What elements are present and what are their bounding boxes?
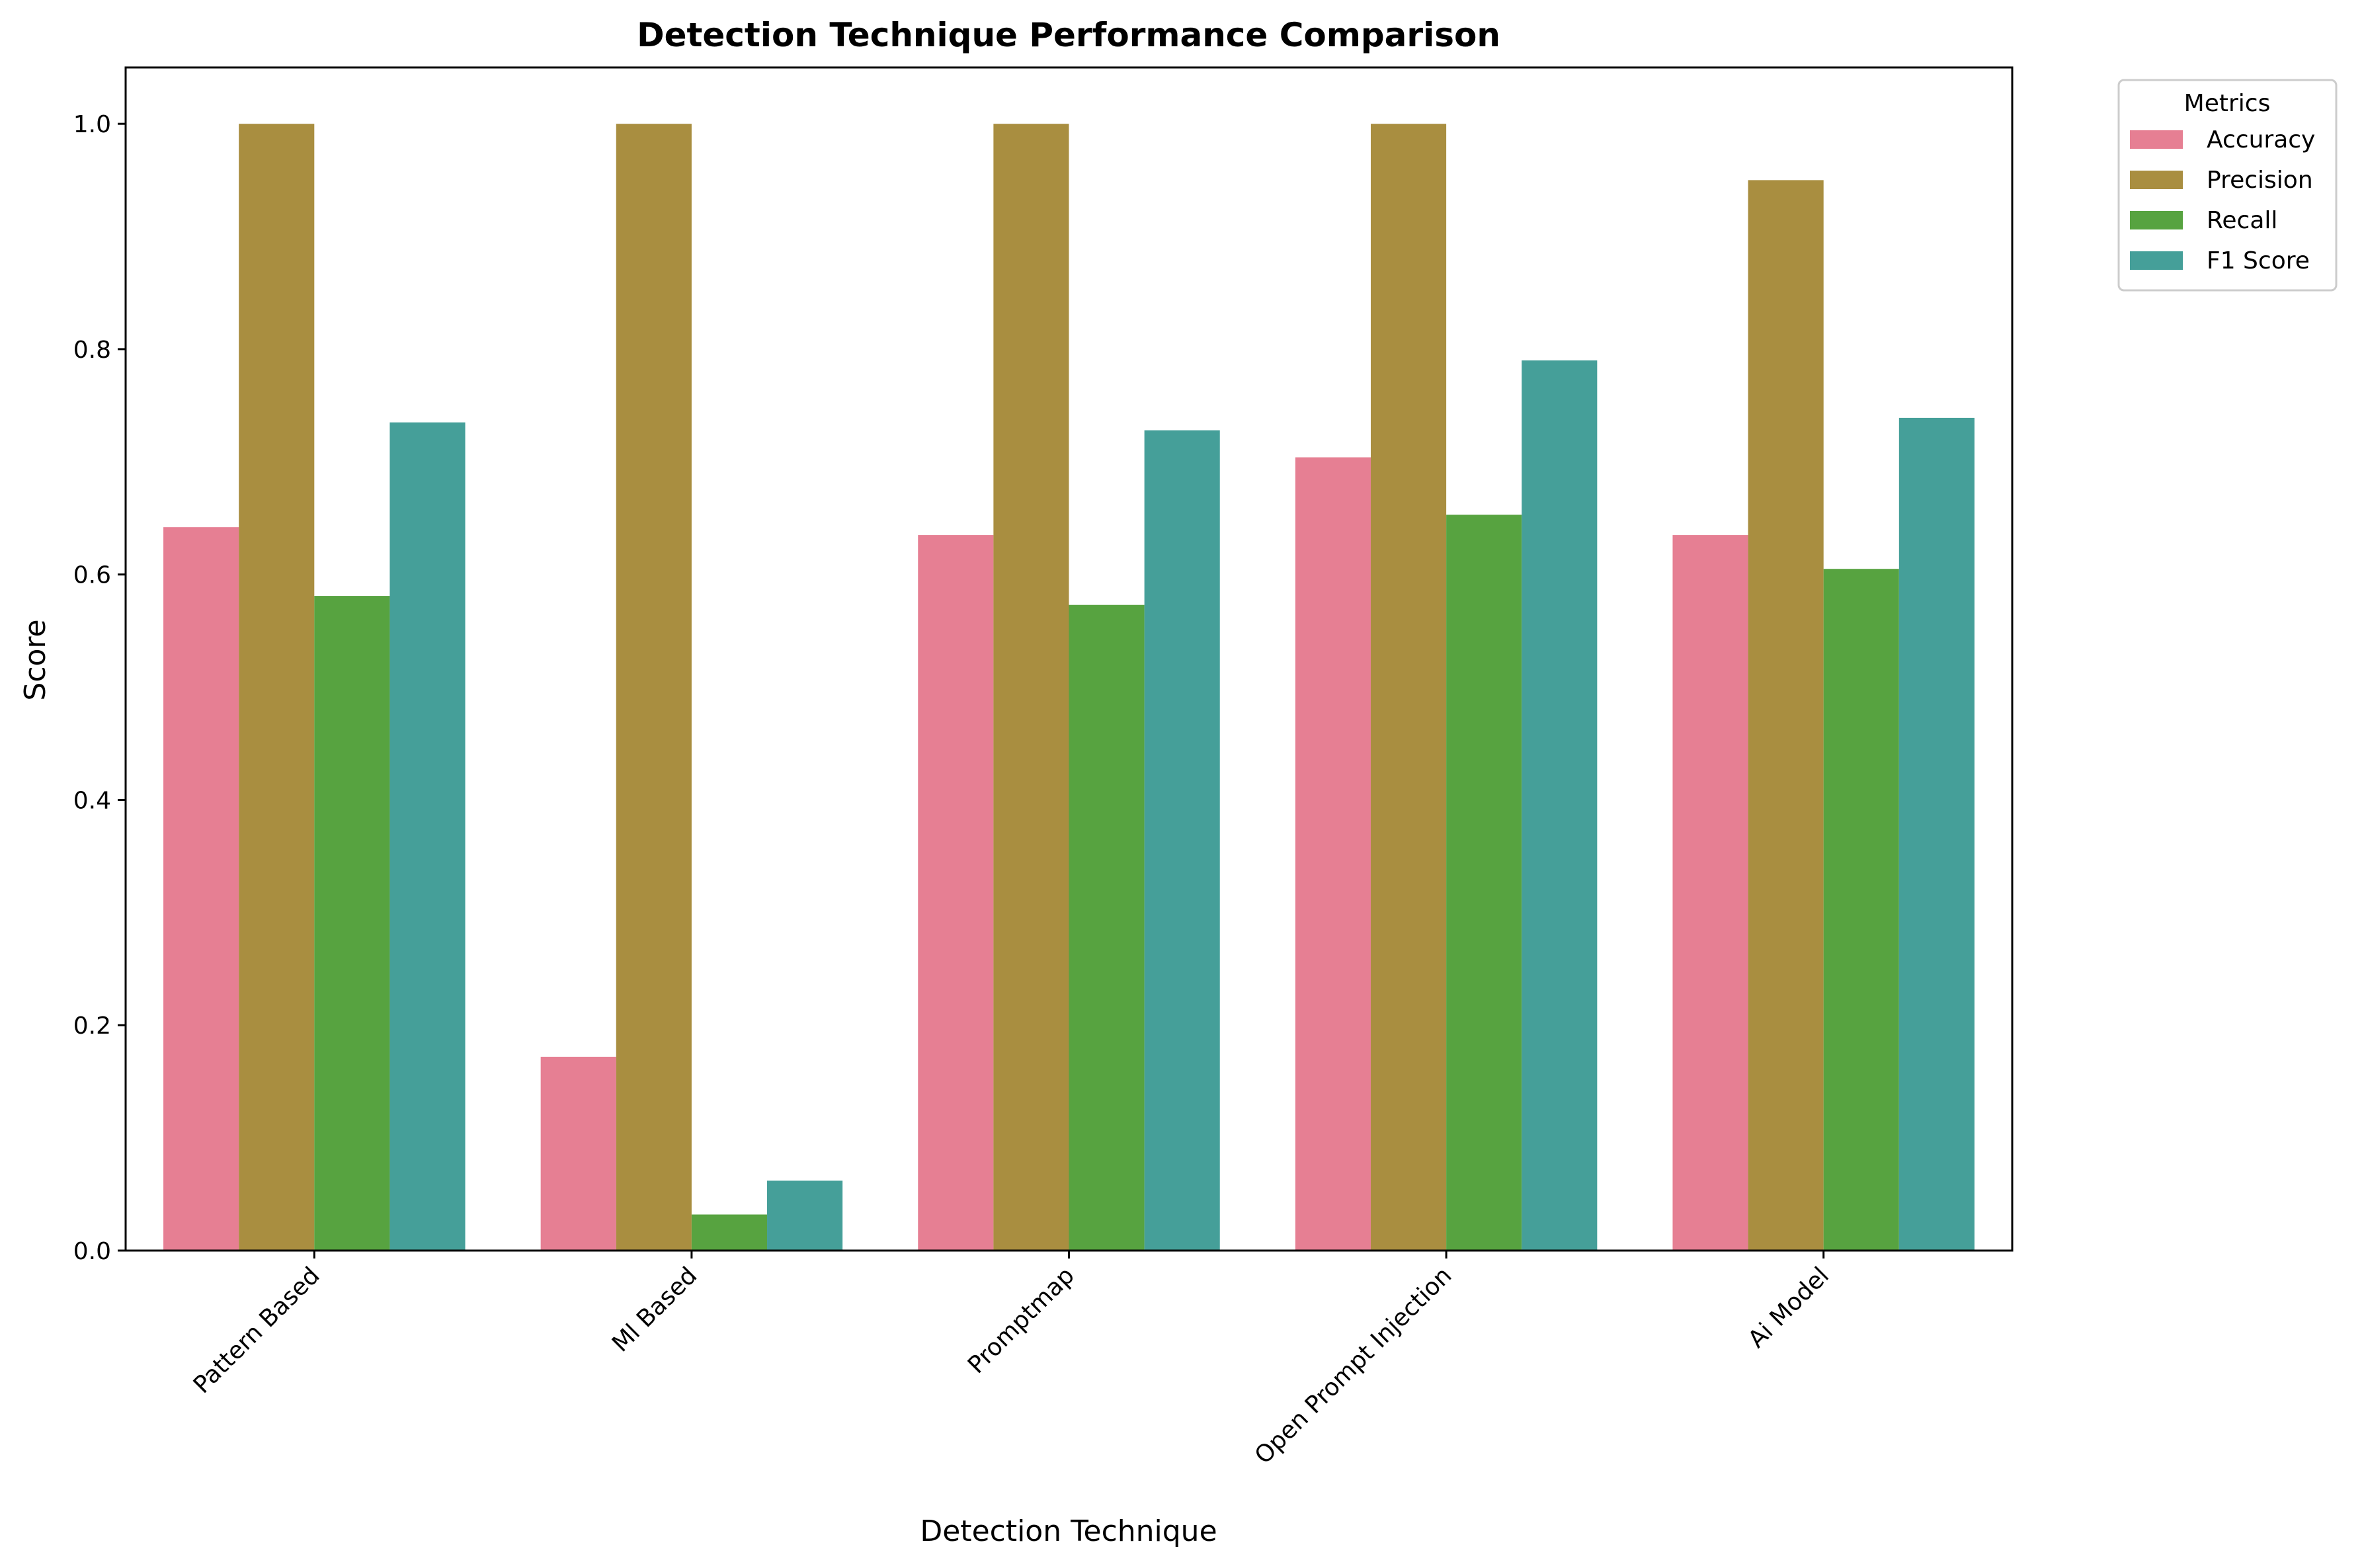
bar-f1-score (1144, 430, 1220, 1251)
bar-recall (1446, 515, 1522, 1251)
legend-title: Metrics (2184, 90, 2271, 117)
bar-accuracy (1295, 457, 1371, 1251)
bar-f1-score (1898, 417, 1975, 1251)
y-axis-label: Score (19, 619, 52, 700)
legend-label: Accuracy (2207, 126, 2315, 153)
legend-label: Recall (2207, 207, 2277, 234)
legend-label: F1 Score (2207, 247, 2310, 274)
y-tick-label: 1.0 (73, 111, 111, 138)
bar-f1-score (767, 1180, 843, 1251)
bar-recall (1823, 569, 1899, 1251)
legend: Metrics Accuracy Precision Recall F1 Score (2117, 79, 2338, 292)
y-tick-label: 0.8 (73, 337, 111, 364)
bar-f1-score (1522, 360, 1598, 1251)
x-axis: Pattern Based Ml Based Promptmap Open Promp… (188, 1251, 1834, 1469)
bar-accuracy (163, 527, 239, 1251)
bar-accuracy (1672, 535, 1748, 1251)
bar-recall (314, 596, 390, 1251)
bar-precision (993, 124, 1069, 1251)
x-tick-label: Pattern Based (188, 1262, 325, 1399)
y-tick-label: 0.2 (73, 1012, 111, 1040)
bar-precision (616, 124, 692, 1251)
bars-layer (163, 124, 1975, 1251)
bar-precision (1748, 180, 1824, 1251)
chart-title: Detection Technique Performance Comparis… (637, 16, 1500, 54)
bar-f1-score (389, 422, 466, 1251)
legend-swatch-precision (2130, 171, 2183, 189)
legend-swatch-f1-score (2130, 251, 2183, 270)
bar-precision (1370, 124, 1447, 1251)
legend-swatch-recall (2130, 211, 2183, 229)
legend-label: Precision (2207, 167, 2313, 194)
x-axis-label: Detection Technique (920, 1514, 1217, 1548)
legend-swatch-accuracy (2130, 130, 2183, 149)
bar-recall (1069, 604, 1145, 1251)
bar-recall (691, 1214, 768, 1251)
x-tick-label: Ml Based (607, 1262, 702, 1357)
y-axis: 0.0 0.2 0.4 0.6 0.8 1.0 (73, 111, 126, 1265)
legend-items: Accuracy Precision Recall F1 Score (2130, 126, 2315, 274)
x-tick-label: Ai Model (1743, 1262, 1834, 1353)
y-tick-label: 0.4 (73, 787, 111, 814)
bar-accuracy (540, 1056, 616, 1251)
x-tick-label: Promptmap (963, 1262, 1080, 1379)
y-tick-label: 0.6 (73, 562, 111, 589)
x-tick-label: Open Prompt Injection (1250, 1262, 1457, 1469)
bar-precision (239, 124, 315, 1251)
bar-accuracy (918, 535, 994, 1251)
y-tick-label: 0.0 (73, 1238, 111, 1265)
